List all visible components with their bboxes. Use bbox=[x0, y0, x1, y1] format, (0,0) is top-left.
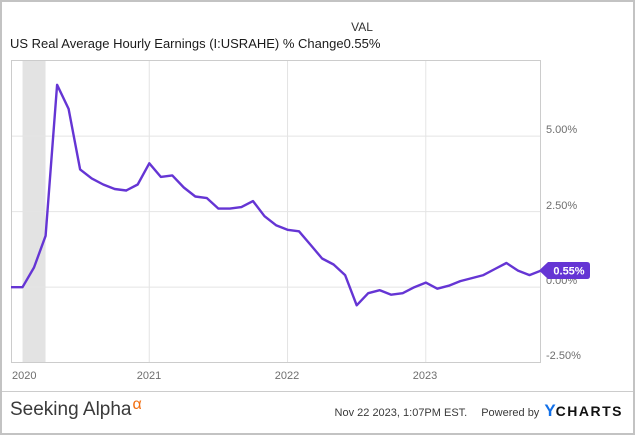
footer-attribution: Nov 22 2023, 1:07PM EST. Powered by Y CH… bbox=[334, 401, 623, 420]
y-axis-label: 2.50% bbox=[546, 200, 578, 212]
alpha-symbol: α bbox=[132, 396, 142, 413]
x-axis-label: 2022 bbox=[274, 370, 300, 382]
y-axis-label: 5.00% bbox=[546, 124, 578, 136]
earnings-line bbox=[11, 83, 541, 307]
plot-area bbox=[11, 60, 541, 363]
badge-value: 0.55% bbox=[553, 266, 584, 278]
plot-border bbox=[11, 60, 541, 363]
val-current-value: 0.55% bbox=[343, 36, 381, 51]
chart-title: US Real Average Hourly Earnings (I:USRAH… bbox=[10, 36, 344, 51]
seeking-alpha-logo: Seeking Alphaα bbox=[10, 396, 142, 421]
last-value-badge: 0.55% bbox=[539, 262, 590, 279]
val-column-header: VAL bbox=[351, 20, 373, 34]
x-axis-label: 2020 bbox=[12, 370, 37, 382]
footer-divider bbox=[2, 391, 633, 392]
brand-text: Seeking Alpha bbox=[10, 399, 132, 420]
ycharts-logo-text: CHARTS bbox=[555, 403, 623, 419]
badge-shape bbox=[539, 262, 590, 279]
ycharts-logo-y-icon: Y bbox=[544, 401, 556, 420]
powered-by-text: Powered by bbox=[481, 407, 540, 419]
x-axis-label: 2023 bbox=[412, 370, 438, 382]
y-axis-label: -2.50% bbox=[546, 350, 581, 362]
x-axis-label: 2021 bbox=[136, 370, 162, 382]
timestamp: Nov 22 2023, 1:07PM EST. bbox=[334, 407, 468, 419]
